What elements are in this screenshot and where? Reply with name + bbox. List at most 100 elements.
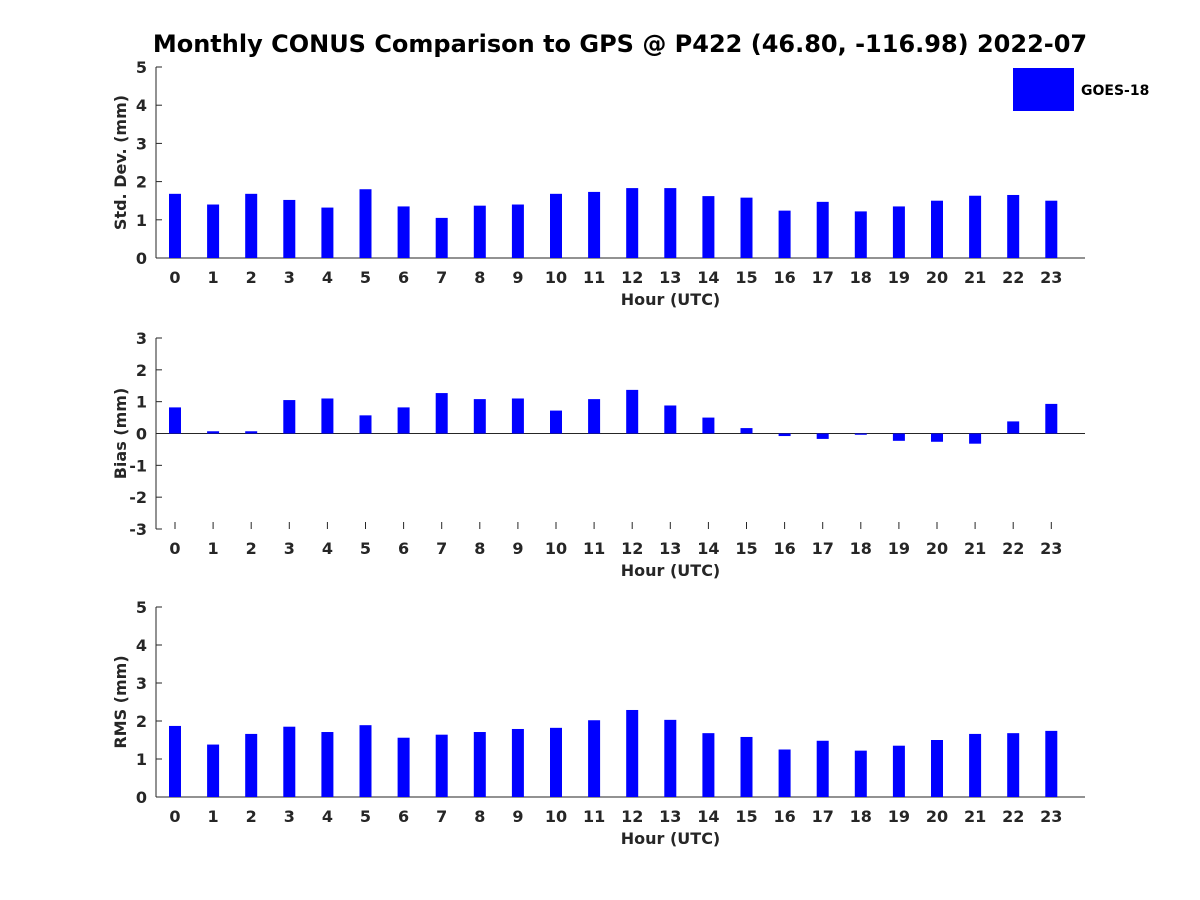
bar-hour-12 (626, 709, 639, 797)
x-tick-label: 6 (398, 539, 409, 558)
x-tick-label: 12 (621, 268, 643, 287)
x-tick-label: 7 (436, 807, 447, 826)
bar-hour-4 (321, 207, 334, 258)
legend-label: GOES-18 (1081, 83, 1149, 99)
bar-hour-4 (321, 732, 334, 797)
bar-hour-16 (778, 433, 791, 437)
x-tick-label: 21 (964, 807, 986, 826)
x-tick-label: 0 (169, 807, 180, 826)
y-tick-label: 5 (136, 598, 147, 617)
x-tick-label: 13 (659, 539, 681, 558)
bar-hour-1 (207, 204, 220, 258)
bar-hour-2 (245, 193, 258, 258)
bar-hour-4 (321, 398, 334, 434)
x-tick-label: 13 (659, 807, 681, 826)
bar-hour-5 (359, 415, 372, 434)
x-tick-label: 20 (926, 539, 948, 558)
bar-hour-11 (588, 720, 601, 797)
x-tick-label: 8 (474, 807, 485, 826)
bar-hour-20 (931, 200, 943, 258)
x-tick-label: 13 (659, 268, 681, 287)
bar-hour-9 (511, 728, 524, 797)
bar-hour-9 (511, 398, 524, 434)
bar-hour-2 (245, 733, 258, 797)
x-tick-label: 22 (1002, 539, 1024, 558)
x-tick-label: 17 (812, 268, 834, 287)
x-tick-label: 8 (474, 539, 485, 558)
bar-hour-11 (588, 399, 601, 434)
bar-hour-19 (892, 433, 905, 441)
bar-hour-10 (550, 727, 562, 797)
bar-hour-10 (550, 193, 562, 258)
bar-hour-19 (892, 745, 905, 797)
legend-swatch (1013, 68, 1074, 111)
x-tick-label: 16 (773, 807, 795, 826)
x-tick-label: 19 (888, 539, 910, 558)
bar-hour-0 (169, 725, 181, 797)
x-tick-label: 4 (322, 268, 333, 287)
bar-hour-5 (359, 189, 372, 258)
x-tick-label: 21 (964, 539, 986, 558)
x-tick-label: 5 (360, 539, 371, 558)
x-axis-label: Hour (UTC) (621, 290, 721, 309)
bar-hour-14 (702, 196, 715, 258)
x-tick-label: 1 (208, 268, 219, 287)
bar-hour-13 (664, 188, 677, 258)
x-tick-label: 0 (169, 539, 180, 558)
x-tick-label: 6 (398, 807, 409, 826)
x-tick-label: 11 (583, 268, 605, 287)
x-axis-label: Hour (UTC) (621, 829, 721, 848)
bar-hour-21 (969, 433, 982, 444)
y-tick-label: 0 (136, 249, 147, 268)
x-tick-label: 14 (697, 268, 719, 287)
x-tick-label: 18 (850, 539, 872, 558)
x-tick-label: 23 (1040, 807, 1062, 826)
y-tick-label: 4 (136, 96, 147, 115)
bar-hour-16 (778, 210, 791, 258)
x-tick-label: 9 (512, 807, 523, 826)
y-tick-label: 2 (136, 712, 147, 731)
x-tick-label: 5 (360, 807, 371, 826)
x-tick-label: 14 (697, 539, 719, 558)
x-tick-label: 8 (474, 268, 485, 287)
bar-hour-5 (359, 725, 372, 797)
bar-hour-23 (1045, 200, 1058, 258)
bar-hour-8 (473, 399, 486, 434)
bar-hour-13 (664, 719, 677, 797)
x-tick-label: 1 (208, 539, 219, 558)
y-tick-label: 3 (136, 134, 147, 153)
y-tick-label: 1 (136, 393, 147, 412)
legend: GOES-18 (1013, 68, 1149, 111)
x-tick-label: 11 (583, 807, 605, 826)
bar-hour-1 (207, 744, 220, 797)
bar-hour-20 (931, 740, 943, 797)
x-tick-label: 10 (545, 268, 567, 287)
x-tick-label: 15 (735, 268, 757, 287)
x-tick-label: 10 (545, 539, 567, 558)
bar-hour-18 (854, 211, 867, 258)
x-tick-label: 3 (284, 539, 295, 558)
bar-hour-8 (473, 205, 486, 258)
x-tick-label: 6 (398, 268, 409, 287)
bar-hour-6 (397, 407, 410, 434)
bar-hour-2 (245, 431, 258, 434)
x-tick-label: 20 (926, 807, 948, 826)
bar-hour-11 (588, 191, 601, 258)
x-tick-label: 19 (888, 807, 910, 826)
x-tick-label: 12 (621, 539, 643, 558)
bar-hour-17 (816, 433, 829, 439)
bar-hour-12 (626, 389, 639, 434)
bar-hour-22 (1007, 733, 1020, 797)
bar-hour-22 (1007, 421, 1020, 434)
x-tick-label: 15 (735, 807, 757, 826)
bar-hour-9 (511, 204, 524, 258)
x-tick-label: 4 (322, 539, 333, 558)
x-tick-label: 2 (246, 268, 257, 287)
bar-hour-14 (702, 733, 715, 797)
x-tick-label: 14 (697, 807, 719, 826)
y-tick-label: 5 (136, 58, 147, 77)
bar-hour-15 (740, 736, 753, 797)
x-tick-label: 12 (621, 807, 643, 826)
